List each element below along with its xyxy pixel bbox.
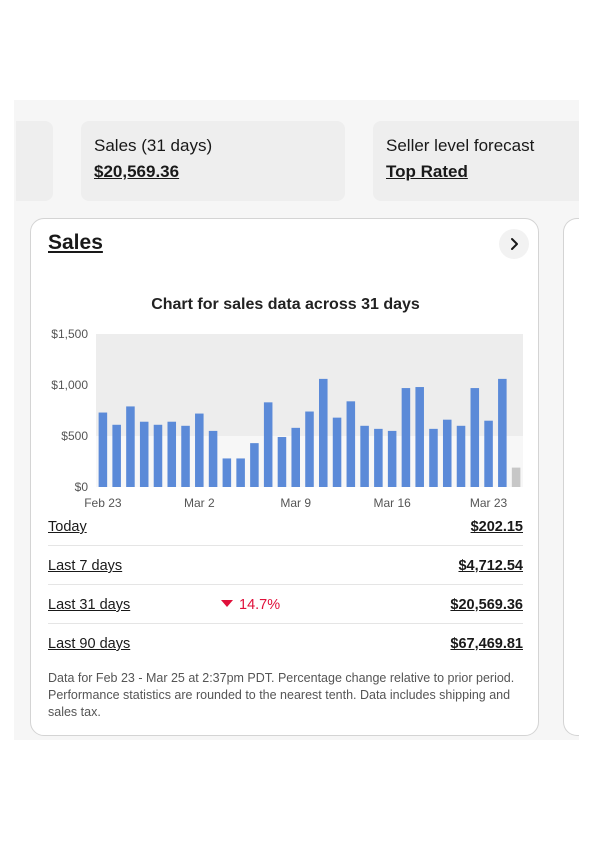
period-list: Today $202.15 Last 7 days $4,712.54 Last… (48, 507, 523, 662)
y-tick-label: $0 (75, 480, 89, 494)
seller-level-link[interactable]: Top Rated (386, 162, 468, 181)
bar-mar-16 (387, 430, 397, 487)
period-value[interactable]: $67,469.81 (450, 636, 523, 652)
bar-mar-20 (442, 419, 452, 487)
period-value[interactable]: $202.15 (470, 519, 523, 535)
sales-31-days-tile[interactable]: Sales (31 days) $20,569.36 (81, 121, 345, 201)
x-tick-label: Mar 2 (184, 496, 215, 509)
period-row-90-days: Last 90 days $67,469.81 (48, 624, 523, 662)
bar-mar-13 (346, 401, 356, 487)
bar-mar-10 (305, 411, 314, 487)
y-tick-label: $1,000 (51, 378, 88, 392)
bar-mar-14 (360, 425, 369, 487)
bar-feb-28 (167, 421, 177, 487)
down-triangle-icon (221, 600, 233, 607)
bar-mar-4 (222, 458, 232, 487)
period-value[interactable]: $20,569.36 (450, 597, 523, 613)
bar-feb-27 (153, 424, 163, 487)
bar-mar-12 (332, 417, 342, 487)
x-tick-label: Mar 9 (280, 496, 311, 509)
period-label[interactable]: Today (48, 519, 87, 535)
bar-feb-25 (126, 406, 135, 487)
period-label[interactable]: Last 31 days (48, 597, 131, 613)
bar-feb-24 (112, 424, 121, 487)
summary-tile-partial[interactable] (16, 121, 53, 201)
sales-31-days-link[interactable]: $20,569.36 (94, 162, 180, 181)
bar-mar-8 (277, 437, 287, 487)
sales-bar-chart: $0 $500 $1,000 $1,500 Feb 23 Mar 2 Mar 9 Mar 16… (51, 327, 523, 509)
period-value[interactable]: $4,712.54 (458, 558, 523, 574)
bar-mar-11 (319, 378, 328, 487)
period-row-7-days: Last 7 days $4,712.54 (48, 546, 523, 585)
bar-mar-19 (429, 428, 438, 487)
percent-change-value: 14.7% (239, 597, 281, 613)
bar-mar-23 (484, 420, 493, 487)
tile-label: Seller level forecast (386, 136, 535, 155)
x-tick-label: Mar 23 (470, 496, 508, 509)
x-tick-label: Mar 16 (373, 496, 411, 509)
card-title[interactable]: Sales (48, 231, 103, 254)
bar-feb-23 (98, 412, 108, 487)
period-label[interactable]: Last 7 days (48, 558, 123, 574)
sales-card: Sales Chart for sales data across 31 day… (30, 218, 539, 736)
bar-feb-26 (139, 421, 149, 487)
seller-level-tile[interactable]: Seller level forecast Top Rated (373, 121, 579, 201)
x-tick-label: Feb 23 (84, 496, 122, 509)
next-card-edge[interactable] (563, 218, 579, 736)
bar-mar-5 (236, 458, 245, 487)
period-row-31-days: Last 31 days 14.7% $20,569.36 (48, 585, 523, 624)
chevron-right-icon (511, 238, 518, 250)
tile-label: Sales (31 days) (94, 136, 213, 155)
period-label[interactable]: Last 90 days (48, 636, 131, 652)
bar-mar-25 (511, 467, 521, 487)
bar-mar-6 (250, 443, 259, 487)
chart-title: Chart for sales data across 31 days (151, 296, 420, 313)
bar-mar-15 (374, 428, 383, 487)
percent-change: 14.7% (221, 597, 280, 613)
bar-mar-7 (263, 402, 273, 487)
bar-mar-2 (195, 413, 204, 487)
bar-mar-21 (456, 425, 466, 487)
bar-mar-1 (181, 425, 190, 487)
bar-mar-9 (291, 427, 300, 487)
bar-mar-17 (401, 388, 411, 487)
bar-mar-3 (208, 430, 218, 487)
data-footnote: Data for Feb 23 - Mar 25 at 2:37pm PDT. … (48, 671, 515, 719)
bar-mar-22 (470, 388, 480, 487)
y-tick-label: $1,500 (51, 327, 88, 341)
bar-mar-24 (498, 378, 507, 487)
bar-mar-18 (415, 387, 424, 487)
period-row-today: Today $202.15 (48, 507, 523, 546)
open-sales-button[interactable] (499, 229, 529, 259)
y-tick-label: $500 (61, 429, 88, 443)
